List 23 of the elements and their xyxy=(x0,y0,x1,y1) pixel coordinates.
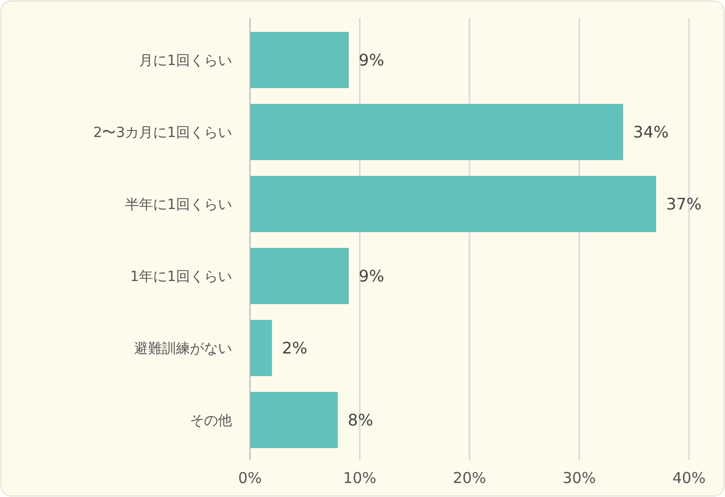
y-tick-label: 月に1回くらい xyxy=(139,52,232,69)
x-tick-label: 30% xyxy=(562,469,596,487)
y-tick-label: 半年に1回くらい xyxy=(125,196,232,213)
x-tick-label: 40% xyxy=(672,469,706,487)
bar xyxy=(250,320,272,376)
y-tick-label: その他 xyxy=(190,412,232,429)
y-tick-label: 2〜3カ月に1回くらい xyxy=(93,124,232,141)
x-tick-label: 0% xyxy=(238,469,262,487)
data-label: 34% xyxy=(633,122,669,142)
data-label: 9% xyxy=(358,50,384,70)
x-tick-label: 20% xyxy=(452,469,486,487)
bar xyxy=(250,176,656,232)
data-label: 37% xyxy=(666,194,702,214)
bar xyxy=(250,104,624,160)
data-label: 2% xyxy=(282,338,308,358)
data-label: 9% xyxy=(358,266,384,286)
data-label: 8% xyxy=(348,410,374,430)
y-tick-label: 避難訓練がない xyxy=(134,340,232,357)
bar xyxy=(250,32,349,88)
y-tick-label: 1年に1回くらい xyxy=(130,268,232,285)
bar xyxy=(250,248,349,304)
bar xyxy=(250,392,338,448)
x-tick-label: 10% xyxy=(343,469,376,487)
